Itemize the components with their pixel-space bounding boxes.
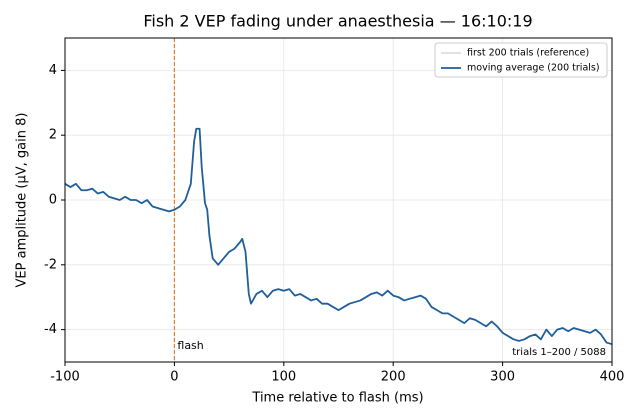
y-tick-label: 4 bbox=[49, 63, 57, 78]
legend-label: first 200 trials (reference) bbox=[467, 48, 589, 59]
data-line bbox=[64, 128, 613, 345]
x-tick-label: 100 bbox=[271, 370, 296, 385]
x-tick-label: 200 bbox=[381, 370, 406, 385]
legend-box bbox=[434, 42, 608, 78]
y-tick-label: -4 bbox=[44, 322, 57, 337]
y-tick-label: 0 bbox=[49, 193, 57, 208]
trials-note: trials 1–200 / 5088 bbox=[512, 347, 606, 358]
x-axis-label: Time relative to flash (ms) bbox=[251, 391, 423, 406]
y-tick-label: -2 bbox=[44, 257, 57, 272]
legend-label: moving average (200 trials) bbox=[467, 63, 600, 74]
x-tick-label: -100 bbox=[50, 370, 80, 385]
chart-title: Fish 2 VEP fading under anaesthesia — 16… bbox=[143, 12, 532, 31]
y-axis-label: VEP amplitude (µV, gain 8) bbox=[15, 113, 30, 288]
data-line bbox=[64, 127, 613, 346]
plot-frame bbox=[64, 37, 613, 363]
y-tick-label: 2 bbox=[49, 128, 57, 143]
x-tick-label: 300 bbox=[490, 370, 515, 385]
x-tick-label: 0 bbox=[170, 370, 178, 385]
x-tick-label: 400 bbox=[600, 370, 625, 385]
flash-label: flash bbox=[177, 339, 203, 352]
